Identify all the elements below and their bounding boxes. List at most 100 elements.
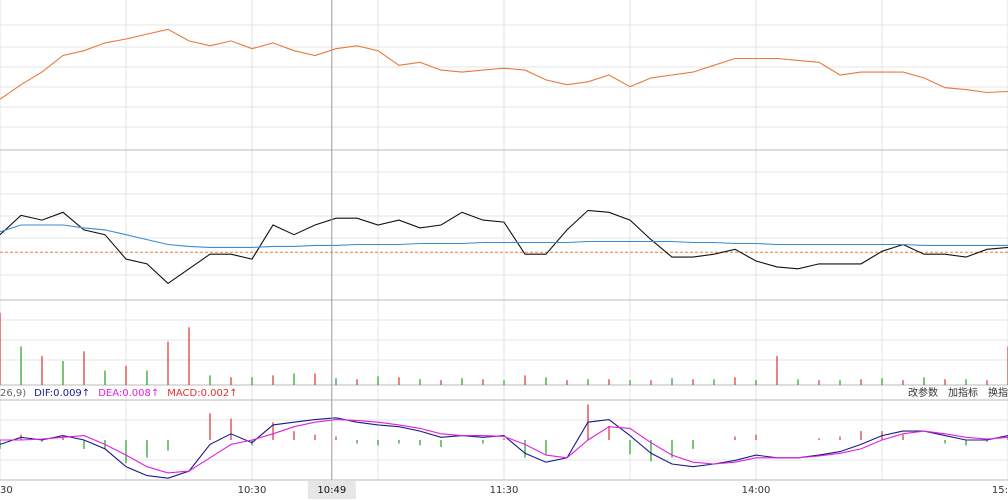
volume-bar — [839, 380, 841, 385]
volume-bar — [377, 376, 379, 385]
volume-bar — [503, 380, 505, 385]
volume-bar — [881, 378, 883, 385]
volume-bar — [188, 327, 190, 385]
legend-label: 26,9) — [0, 388, 26, 399]
macd-bar — [629, 440, 631, 455]
x-tick-label: 14:00 — [742, 485, 771, 496]
series-line — [0, 419, 1008, 474]
indicator-button[interactable]: 换指 — [988, 386, 1008, 399]
volume-bar — [923, 377, 925, 385]
macd-bar — [398, 440, 400, 444]
macd-bar — [944, 440, 946, 444]
macd-bar — [146, 440, 148, 458]
x-tick-label: 10:30 — [238, 485, 267, 496]
volume-bar — [692, 379, 694, 385]
macd-bar — [125, 440, 127, 464]
macd-bar — [272, 422, 274, 440]
volume-bar — [818, 380, 820, 385]
macd-bar — [755, 434, 757, 440]
macd-bar — [335, 436, 337, 440]
macd-bar — [671, 440, 673, 458]
legend-label: DIF:0.009↑ — [34, 388, 90, 399]
volume-bar — [713, 379, 715, 385]
volume-bar — [482, 379, 484, 385]
macd-bar — [545, 440, 547, 455]
macd-bar — [41, 440, 43, 442]
volume-bar — [62, 360, 64, 385]
macd-bar — [860, 431, 862, 440]
volume-bar — [314, 373, 316, 385]
volume-bar — [860, 379, 862, 385]
volume-bar — [41, 356, 43, 385]
volume-bar — [797, 379, 799, 385]
volume-bar — [167, 341, 169, 385]
macd-bar — [83, 440, 85, 449]
volume-bar — [146, 370, 148, 385]
volume-bar — [650, 380, 652, 385]
x-tick-label: 30 — [0, 485, 13, 496]
volume-bar — [587, 379, 589, 385]
indicator-button[interactable]: 加指标 — [948, 386, 978, 399]
macd-bar — [356, 440, 358, 444]
series-line — [0, 224, 1008, 248]
volume-bar — [209, 375, 211, 385]
crosshair-label-box — [307, 481, 356, 499]
macd-bar — [293, 431, 295, 440]
indicator-button[interactable]: 改参数 — [908, 386, 938, 399]
x-tick-label: 11:30 — [490, 485, 519, 496]
series-line — [0, 417, 1008, 479]
volume-bar — [671, 378, 673, 385]
volume-bar — [776, 356, 778, 385]
macd-bar — [608, 425, 610, 440]
volume-bar — [0, 312, 1, 385]
macd-bar — [734, 436, 736, 440]
macd-bar — [902, 434, 904, 440]
volume-bar — [629, 380, 631, 385]
series-line — [0, 209, 1008, 285]
volume-bar — [461, 378, 463, 385]
volume-bar — [755, 380, 757, 385]
volume-bar — [83, 351, 85, 385]
macd-bar — [230, 418, 232, 440]
macd-bar — [377, 440, 379, 446]
macd-bar — [524, 440, 526, 458]
volume-bar — [251, 377, 253, 385]
volume-bar — [440, 380, 442, 385]
legend-label: DEA:0.008↑ — [98, 388, 159, 399]
volume-bar — [335, 378, 337, 385]
volume-bar — [356, 379, 358, 385]
macd-bar — [692, 440, 694, 449]
volume-bar — [944, 379, 946, 385]
volume-bar — [20, 346, 22, 385]
volume-bar — [566, 380, 568, 385]
macd-bar — [314, 434, 316, 440]
legend-label: MACD:0.002↑ — [167, 388, 237, 399]
crosshair-label: 10:49 — [317, 485, 346, 496]
macd-bar — [650, 440, 652, 462]
macd-bar — [62, 436, 64, 440]
volume-bar — [524, 375, 526, 385]
volume-bar — [293, 373, 295, 385]
volume-bar — [608, 379, 610, 385]
macd-bar — [440, 440, 442, 448]
volume-bar — [986, 380, 988, 385]
macd-bar — [209, 413, 211, 440]
volume-bar — [545, 377, 547, 385]
volume-bar — [104, 370, 106, 385]
volume-bar — [230, 377, 232, 385]
volume-bar — [734, 377, 736, 385]
volume-bar — [272, 375, 274, 385]
macd-bar — [839, 436, 841, 440]
x-tick-label: 15: — [992, 485, 1008, 496]
series-line — [0, 28, 1008, 100]
volume-bar — [902, 380, 904, 385]
macd-bar — [503, 438, 505, 440]
macd-bar — [986, 440, 988, 442]
macd-bar — [482, 440, 484, 444]
macd-bar — [818, 438, 820, 440]
macd-bar — [965, 440, 967, 446]
volume-bar — [125, 365, 127, 385]
macd-bar — [167, 440, 169, 451]
volume-bar — [398, 377, 400, 385]
